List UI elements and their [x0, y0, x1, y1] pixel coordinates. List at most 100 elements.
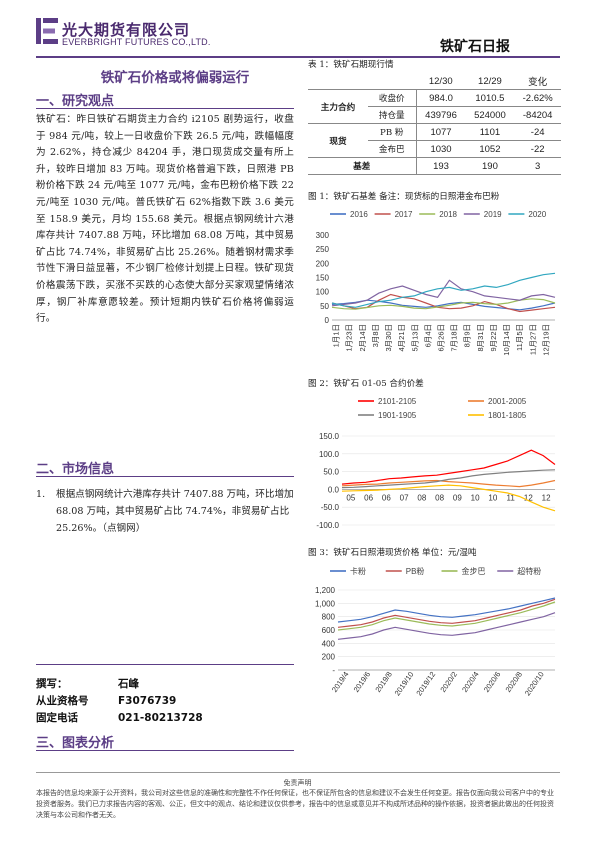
legend-label: 2101-2105	[378, 397, 417, 406]
table-row: 金布巴 1030 1052 -22	[308, 140, 561, 158]
y-tick-label: 150.0	[319, 432, 340, 441]
table-row: 主力合约 收盘价 984.0 1010.5 -2.62%	[308, 89, 561, 124]
legend-label: 2001-2005	[488, 397, 527, 406]
table-row: 基差 193 190 3	[308, 157, 561, 175]
series-line-2019	[331, 279, 556, 307]
y-tick-label: 200	[316, 259, 330, 268]
phone-number: 021-80213728	[118, 712, 203, 724]
x-tick-label: 1月1日	[332, 324, 341, 347]
legend-label: 1801-1805	[488, 411, 527, 420]
x-tick-label: 8月9日	[463, 324, 472, 347]
x-tick-label: 06	[382, 493, 391, 502]
x-tick-label: 08	[417, 493, 426, 502]
section-divider	[36, 476, 294, 477]
x-tick-label: 11	[506, 493, 515, 502]
table-cell: -84204	[514, 106, 561, 124]
quote-table: 12/30 12/29 变化 主力合约 收盘价 984.0 1010.5 -2.…	[308, 73, 561, 175]
table-cell: 190	[465, 157, 515, 175]
x-tick-label: 8月31日	[476, 324, 485, 352]
x-tick-label: 6月26日	[437, 324, 446, 352]
table-cell: -22	[514, 140, 561, 158]
section-divider	[36, 664, 294, 665]
list-item-number: 1.	[36, 489, 46, 500]
y-tick-label: -50.0	[321, 503, 340, 512]
table-group-label: 主力合约	[308, 89, 368, 124]
x-tick-label: 5月13日	[410, 324, 419, 352]
y-tick-label: -100.0	[316, 521, 339, 530]
y-tick-label: 0.0	[328, 485, 340, 494]
y-tick-label: 50	[320, 302, 329, 311]
x-tick-label: 09	[453, 493, 462, 502]
table-group-label: 现货	[308, 123, 368, 158]
series-line-超特粉	[337, 612, 556, 640]
x-tick-label: 12	[542, 493, 551, 502]
y-tick-label: -	[332, 666, 335, 675]
series-line-金步巴	[337, 601, 556, 631]
table-cell: 1101	[465, 123, 515, 141]
y-tick-label: 1,000	[315, 599, 336, 608]
x-tick-label: 2020/2	[438, 670, 459, 694]
y-tick-label: 200	[322, 653, 336, 662]
x-tick-label: 2019/8	[373, 670, 394, 694]
phone-label: 固定电话	[36, 712, 78, 724]
table-cell: -24	[514, 123, 561, 141]
x-tick-label: 12月19日	[541, 324, 550, 356]
x-tick-label: 4月21日	[397, 324, 406, 352]
legend-label: 2019	[484, 210, 502, 219]
disclaimer-title: 免责声明	[283, 779, 312, 787]
table-caption: 表 1：铁矿石期现行情	[308, 60, 394, 70]
y-tick-label: 400	[322, 639, 336, 648]
table-cell: 1010.5	[465, 89, 515, 107]
x-tick-label: 2020/4	[460, 670, 481, 694]
table-cell: 439796	[415, 106, 466, 124]
table-cell: 524000	[465, 106, 515, 124]
legend-label: 2020	[528, 210, 546, 219]
report-title: 铁矿石日报	[440, 39, 510, 55]
table-header-cell: 12/30	[416, 73, 466, 90]
legend-label: 金步巴	[462, 566, 486, 576]
market-info-item: 根据点钢网统计六港库存共计 7407.88 万吨，环比增加 68.08 万吨，其…	[56, 489, 294, 534]
series-line-2018	[331, 298, 556, 310]
y-tick-label: 100	[316, 288, 330, 297]
table-cell: 3	[514, 157, 561, 175]
y-tick-label: 0	[325, 316, 330, 325]
series-line-1801-1805	[341, 484, 556, 512]
x-tick-label: 7月18日	[450, 324, 459, 352]
x-tick-label: 10月14日	[502, 324, 511, 356]
section-heading-market: 二、市场信息	[36, 462, 115, 477]
chart-caption: 图 1：铁矿石基差 备注：现货标的日照港金布巴粉	[308, 192, 500, 202]
legend-label: 2017	[395, 210, 413, 219]
disclaimer-text: 本报告的信息均来源于公开资料，我公司对这些信息的准确性和完整性不作任何保证，也不…	[36, 789, 554, 819]
x-tick-label: 2019/6	[352, 670, 373, 694]
table-cell: 1030	[415, 140, 466, 158]
table-header-cell: 12/29	[465, 73, 515, 90]
series-line-2101-2105	[341, 449, 556, 485]
license-label: 从业资格号	[36, 695, 89, 707]
x-tick-label: 11月5日	[515, 324, 524, 351]
table-header-row: 12/30 12/29 变化	[308, 73, 561, 90]
x-tick-label: 3月8日	[371, 324, 380, 347]
legend-label: 卡粉	[350, 566, 366, 576]
x-tick-label: 2019/10	[393, 670, 416, 697]
table-row: 现货 PB 粉 1077 1101 -24	[308, 123, 561, 158]
legend-label: 1901-1905	[378, 411, 417, 420]
x-tick-label: 08	[435, 493, 444, 502]
table-cell: -2.62%	[514, 89, 561, 107]
x-tick-label: 10	[488, 493, 497, 502]
spot-price-line-chart: 卡粉 PB粉 金步巴 超特粉-2004006008001,0001,2002019/4…	[315, 566, 556, 697]
x-tick-label: 2月14日	[358, 324, 367, 352]
x-tick-label: 3月30日	[384, 324, 393, 352]
table-cell: 1077	[415, 123, 466, 141]
x-tick-label: 1月23日	[345, 324, 354, 352]
series-line-PB粉	[337, 598, 556, 628]
section-heading-charts: 三、图表分析	[36, 736, 115, 751]
document-title: 铁矿石价格或将偏弱运行	[100, 70, 250, 86]
y-tick-label: 100.0	[319, 450, 340, 459]
y-tick-label: 600	[322, 626, 336, 635]
author-label: 撰写：	[36, 678, 68, 690]
table-item-label: 持仓量	[368, 106, 416, 124]
x-tick-label: 2020/8	[504, 670, 525, 694]
table-item-label: 金布巴	[368, 140, 416, 158]
chart-caption: 图 3：铁矿石日照港现货价格 单位：元/湿吨	[308, 548, 477, 558]
series-line-2017	[331, 293, 556, 313]
